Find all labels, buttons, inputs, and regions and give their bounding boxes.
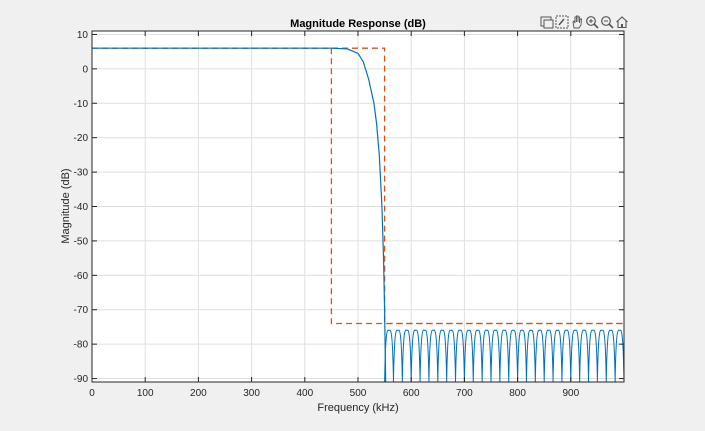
x-tick-label: 600 <box>403 388 420 399</box>
x-tick-label: 800 <box>509 388 526 399</box>
axis-ticks: 0 100 200 300 400 500 600 700 800 900100-10-20-30… <box>74 30 624 399</box>
zoom-out-icon[interactable] <box>600 15 614 29</box>
y-tick-label: -80 <box>74 340 89 351</box>
y-tick-label: -70 <box>74 305 89 316</box>
pan-icon[interactable] <box>570 15 584 29</box>
home-icon[interactable] <box>615 15 629 29</box>
x-axis-label: Frequency (kHz) <box>317 402 398 414</box>
magnitude-response-line <box>92 47 387 382</box>
spec-mask-line <box>92 47 624 325</box>
y-tick-label: 10 <box>77 30 89 41</box>
y-tick-label: 0 <box>82 64 88 75</box>
x-tick-label: 100 <box>137 388 154 399</box>
brush-icon[interactable] <box>555 15 569 29</box>
stopband-ripple-line <box>384 329 624 382</box>
y-tick-label: -40 <box>74 202 89 213</box>
x-tick-label: 500 <box>350 388 367 399</box>
x-tick-label: 0 <box>89 388 95 399</box>
y-tick-label: -30 <box>74 168 89 179</box>
y-tick-label: -50 <box>74 236 89 247</box>
chart-title: Magnitude Response (dB) <box>290 18 426 30</box>
spec-mask-line <box>330 48 624 325</box>
axes-toolbar <box>540 15 629 29</box>
x-tick-label: 900 <box>562 388 579 399</box>
x-tick-label: 700 <box>456 388 473 399</box>
y-tick-label: -20 <box>74 133 89 144</box>
export-icon[interactable] <box>540 15 554 29</box>
y-axis-label: Magnitude (dB) <box>60 168 72 243</box>
zoom-in-icon[interactable] <box>585 15 599 29</box>
plot-area <box>92 47 624 382</box>
x-tick-label: 300 <box>243 388 260 399</box>
x-tick-label: 200 <box>190 388 207 399</box>
y-tick-label: -10 <box>74 99 89 110</box>
y-tick-label: -90 <box>74 374 89 385</box>
y-tick-label: -60 <box>74 271 89 282</box>
x-tick-label: 400 <box>296 388 313 399</box>
